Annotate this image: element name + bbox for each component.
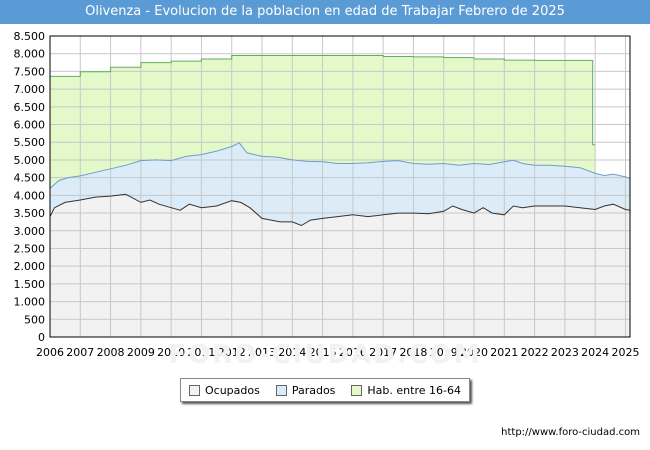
chart-plot: 0 500 1.000 1.500 2.000 2.500 3.000 3.500 4.000 4… (14, 30, 640, 359)
x-tick-label: 2021 (490, 346, 518, 359)
y-tick-label: 5.000 (14, 154, 46, 167)
legend-swatch-parados (275, 384, 287, 396)
y-tick-label: 8.500 (14, 30, 46, 43)
x-tick-label: 2016 (339, 346, 367, 359)
x-tick-label: 2024 (581, 346, 609, 359)
y-tick-label: 3.000 (14, 225, 46, 238)
y-tick-label: 1.500 (14, 278, 46, 291)
y-tick-label: 6.500 (14, 101, 46, 114)
x-tick-label: 2013 (248, 346, 276, 359)
chart-legend: Ocupados Parados Hab. entre 16-64 (180, 378, 470, 402)
y-tick-label: 7.000 (14, 83, 46, 96)
x-tick-label: 2011 (187, 346, 215, 359)
y-tick-label: 8.000 (14, 48, 46, 61)
x-tick-label: 2022 (521, 346, 549, 359)
y-tick-label: 4.000 (14, 189, 46, 202)
legend-entry-ocupados: Ocupados (188, 383, 260, 397)
y-tick-label: 500 (24, 313, 45, 326)
x-tick-label: 2014 (278, 346, 306, 359)
y-tick-label: 4.500 (14, 172, 46, 185)
y-tick-label: 6.000 (14, 119, 46, 132)
y-tick-label: 7.500 (14, 65, 46, 78)
legend-label-parados: Parados (291, 383, 336, 397)
legend-entry-parados: Parados (275, 383, 336, 397)
y-tick-label: 2.500 (14, 242, 46, 255)
legend-label-ocupados: Ocupados (204, 383, 260, 397)
x-tick-label: 2025 (611, 346, 639, 359)
x-tick-label: 2009 (127, 346, 155, 359)
line-ocupados (49, 193, 631, 227)
y-tick-label: 0 (38, 331, 45, 344)
legend-swatch-hab (351, 384, 363, 396)
y-tick-label: 5.500 (14, 136, 46, 149)
x-tick-label: 2018 (399, 346, 427, 359)
x-tick-label: 2019 (430, 346, 458, 359)
line-hab-16-64 (50, 55, 596, 146)
x-tick-label: 2015 (309, 346, 337, 359)
watermark-text: FORO-CIUDAD.COM (168, 340, 482, 370)
x-tick-label: 2010 (157, 346, 185, 359)
x-tick-label: 2007 (66, 346, 94, 359)
line-parados (49, 142, 631, 189)
plot-border (49, 35, 631, 338)
x-tick-label: 2023 (551, 346, 579, 359)
footer-url[interactable]: http://www.foro-ciudad.com (501, 427, 640, 438)
x-tick-label: 2020 (460, 346, 488, 359)
y-tick-label: 3.500 (14, 207, 46, 220)
x-tick-label: 2012 (218, 346, 246, 359)
legend-swatch-ocupados (188, 384, 200, 396)
y-tick-label: 2.000 (14, 260, 46, 273)
x-tick-label: 2017 (369, 346, 397, 359)
x-tick-label: 2008 (97, 346, 125, 359)
legend-entry-hab: Hab. entre 16-64 (351, 384, 461, 397)
y-tick-label: 1.000 (14, 296, 46, 309)
x-tick-label: 2006 (36, 346, 64, 359)
chart-title: Olivenza - Evolucion de la poblacion en … (0, 0, 650, 24)
legend-label-hab: Hab. entre 16-64 (367, 383, 461, 397)
